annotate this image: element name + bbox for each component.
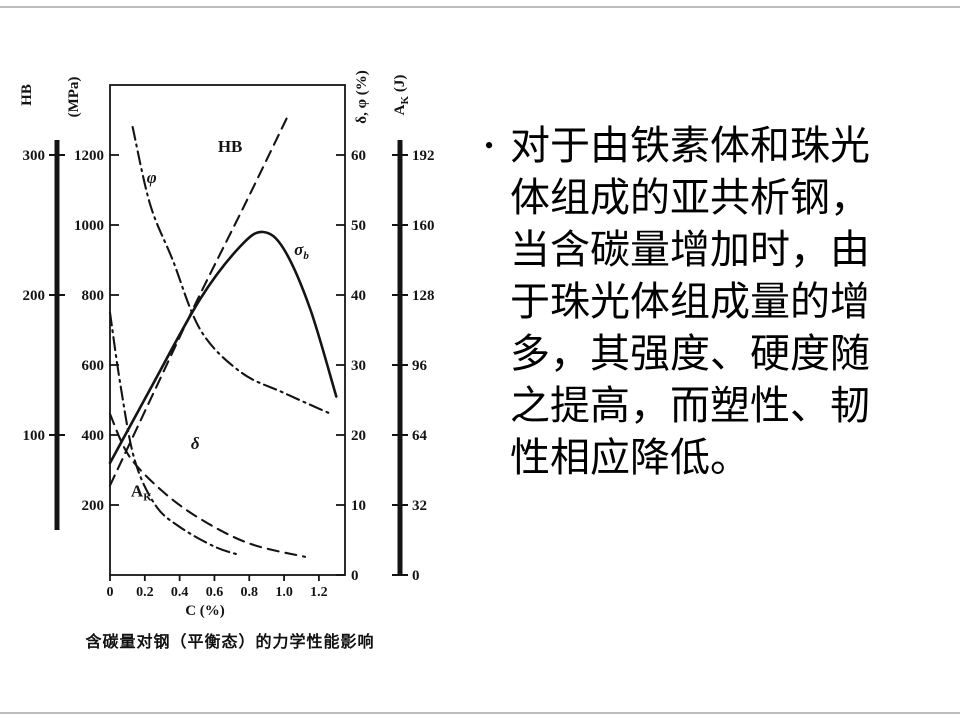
svg-text:64: 64	[412, 428, 428, 444]
svg-text:δ, φ (%): δ, φ (%)	[354, 70, 370, 123]
series-hb: HB	[108, 111, 291, 487]
svg-text:0.4: 0.4	[171, 585, 189, 600]
series-sigma-b-curve	[108, 230, 338, 465]
svg-text:AK (J): AK (J)	[392, 75, 411, 116]
series-ak: AK	[108, 311, 242, 557]
svg-text:0: 0	[412, 568, 420, 584]
svg-text:40: 40	[351, 288, 366, 304]
svg-text:192: 192	[412, 148, 435, 164]
svg-text:100: 100	[23, 428, 46, 444]
svg-text:HB: HB	[19, 84, 35, 106]
svg-text:(MPa): (MPa)	[66, 77, 82, 118]
svg-text:32: 32	[412, 498, 427, 514]
svg-text:0: 0	[107, 585, 114, 600]
svg-text:0: 0	[351, 568, 359, 584]
bullet-marker: •	[484, 131, 494, 160]
series-ak-curve	[108, 311, 242, 557]
svg-text:0.8: 0.8	[241, 585, 259, 600]
svg-text:1.2: 1.2	[310, 585, 328, 600]
svg-text:800: 800	[82, 288, 105, 304]
svg-text:20: 20	[351, 428, 366, 444]
mechanical-properties-figure: 100 200 300 HB 200 400 600 800 1000 1200 (MPa) 0 10 2…	[0, 0, 460, 660]
svg-text:50: 50	[351, 218, 366, 234]
mechanical-properties-chart: 100200300HB20040060080010001200(MPa)0102…	[19, 70, 435, 619]
x-axis-title: C (%)	[185, 603, 225, 619]
axis-ak: 0 32 64 96 128 160 192 AK (J)	[392, 75, 435, 584]
svg-text:1.0: 1.0	[275, 585, 293, 600]
series-delta-label: δ	[191, 434, 200, 453]
series-phi: φ	[131, 125, 333, 416]
svg-text:10: 10	[351, 498, 366, 514]
series-hb-curve	[108, 111, 291, 487]
svg-text:200: 200	[82, 498, 105, 514]
series-sigma-b-label: σb	[294, 240, 309, 262]
svg-text:60: 60	[351, 148, 366, 164]
series-phi-label: φ	[147, 168, 157, 187]
slide-top-edge	[0, 6, 960, 8]
svg-text:96: 96	[412, 358, 428, 374]
slide-bottom-edge	[0, 712, 960, 714]
series-delta-curve	[108, 412, 307, 558]
bullet-paragraph: 对于由铁素体和珠光体组成的亚共析钢，当含碳量增加时，由于珠光体组成量的增多，其强…	[510, 123, 870, 480]
axis-pct: 0 10 20 30 40 50 60 δ, φ (%)	[336, 70, 370, 584]
svg-text:300: 300	[23, 148, 46, 164]
svg-text:1200: 1200	[74, 148, 104, 164]
x-axis: 0 0.2 0.4 0.6 0.8 1.0 1.2	[107, 575, 328, 600]
series-phi-curve	[131, 125, 333, 416]
bullet-text-block: • 对于由铁素体和珠光体组成的亚共析钢，当含碳量增加时，由于珠光体组成量的增多，…	[468, 120, 948, 484]
chart-caption: 含碳量对钢（平衡态）的力学性能影响	[85, 632, 375, 651]
svg-text:0.6: 0.6	[206, 585, 224, 600]
series-ak-label: AK	[131, 481, 152, 503]
axis-mpa: 200 400 600 800 1000 1200 (MPa)	[66, 77, 119, 514]
svg-text:160: 160	[412, 218, 435, 234]
svg-text:0.2: 0.2	[136, 585, 154, 600]
svg-text:600: 600	[82, 358, 105, 374]
svg-text:30: 30	[351, 358, 366, 374]
axis-hb: 100 200 300 HB	[19, 84, 65, 530]
series-sigma-b: σb	[108, 230, 338, 465]
svg-text:200: 200	[23, 288, 46, 304]
svg-text:400: 400	[82, 428, 105, 444]
svg-text:128: 128	[412, 288, 435, 304]
plot-border	[109, 84, 346, 576]
series-delta: δ	[108, 412, 307, 558]
series-hb-label: HB	[218, 137, 243, 156]
svg-text:1000: 1000	[74, 218, 104, 234]
